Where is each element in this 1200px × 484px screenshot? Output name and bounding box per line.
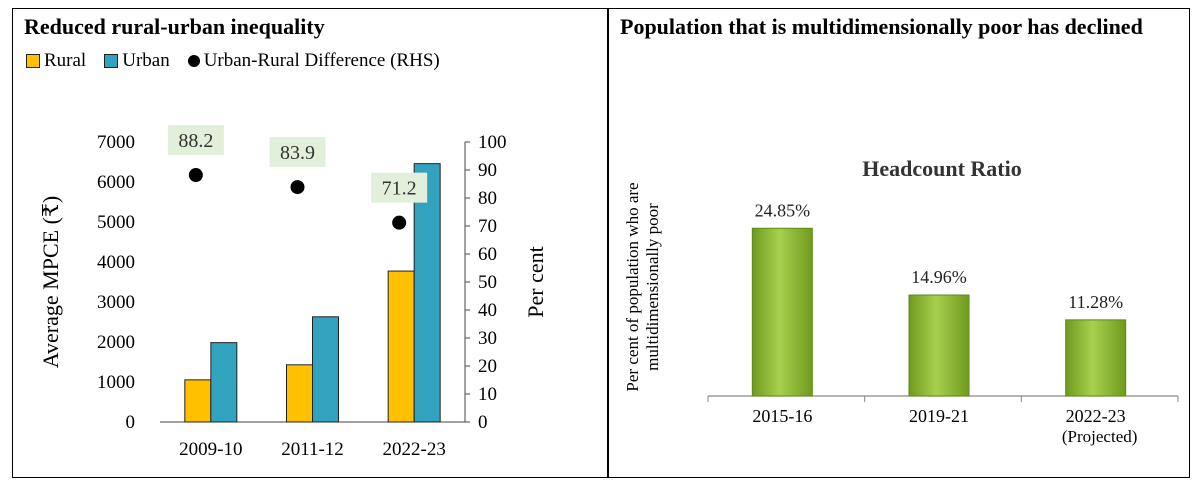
data-label: 71.2 bbox=[382, 178, 417, 200]
diff-marker bbox=[187, 55, 200, 67]
y2-tick-label: 100 bbox=[478, 132, 507, 153]
bar-headcount bbox=[908, 294, 970, 397]
mpce-chart: 0 1000 2000 3000 4000 5000 6000 7000 0 10 20 30 40 50… bbox=[38, 125, 548, 460]
y-axis-title-line-2: multidimensionally poor bbox=[643, 203, 662, 371]
chart-title: Headcount Ratio bbox=[862, 156, 1022, 181]
y2-tick-label: 80 bbox=[478, 188, 497, 209]
y2-tick-label: 50 bbox=[478, 272, 497, 293]
y-tick-label: 4000 bbox=[97, 252, 135, 273]
y-tick-label: 2000 bbox=[97, 332, 135, 353]
data-label: 83.9 bbox=[280, 142, 315, 164]
bar-headcount bbox=[1065, 319, 1127, 397]
data-label: 24.85% bbox=[755, 200, 811, 220]
legend-item-urban: Urban bbox=[104, 50, 170, 72]
bar-urban bbox=[413, 163, 441, 423]
bar-headcount bbox=[751, 227, 813, 397]
y-tick-label: 5000 bbox=[97, 212, 135, 233]
y2-tick-label: 0 bbox=[478, 412, 488, 433]
x-tick-label: 2009-10 bbox=[179, 439, 242, 460]
panel-divider bbox=[607, 8, 609, 478]
data-label: 88.2 bbox=[178, 130, 213, 152]
legend-label-urban: Urban bbox=[122, 50, 170, 71]
bar-rural bbox=[286, 364, 313, 423]
legend-label-diff: Urban-Rural Difference (RHS) bbox=[203, 50, 440, 71]
y2-axis-title: Per cent bbox=[523, 246, 548, 317]
y-tick-label: 7000 bbox=[97, 132, 135, 153]
legend-label-rural: Rural bbox=[44, 50, 87, 71]
y2-tick-label: 10 bbox=[478, 384, 497, 405]
x-tick-label: 2011-12 bbox=[281, 439, 344, 460]
y2-tick-label: 40 bbox=[478, 300, 497, 321]
legend-item-rural: Rural bbox=[26, 50, 86, 72]
x-tick-label: 2022-23 bbox=[1066, 406, 1126, 426]
data-label: 11.28% bbox=[1068, 292, 1123, 312]
y-axis-title-line-1: Per cent of population who are bbox=[623, 182, 642, 391]
rural-swatch bbox=[26, 54, 40, 68]
data-label-box bbox=[167, 125, 224, 156]
bar-urban bbox=[312, 316, 339, 423]
y2-tick-label: 30 bbox=[478, 328, 497, 349]
data-label-box bbox=[371, 172, 428, 203]
headcount-chart: Headcount Ratio Per cent of population wh… bbox=[623, 156, 1179, 446]
data-label-box bbox=[269, 137, 326, 168]
x-tick-label: 2022-23 bbox=[383, 439, 446, 460]
figure-frame bbox=[12, 8, 1190, 478]
y-tick-label: 1000 bbox=[97, 372, 135, 393]
diff-point bbox=[290, 180, 305, 195]
y2-tick-label: 90 bbox=[478, 160, 497, 181]
y2-tick-label: 60 bbox=[478, 244, 497, 265]
bar-urban bbox=[210, 342, 238, 423]
x-tick-label: 2019-21 bbox=[909, 406, 969, 426]
y2-tick-label: 20 bbox=[478, 356, 497, 377]
data-label: 14.96% bbox=[911, 267, 967, 287]
diff-point bbox=[188, 168, 203, 183]
bar-rural bbox=[387, 270, 415, 423]
diff-point bbox=[392, 215, 407, 230]
x-tick-sublabel: (Projected) bbox=[1062, 427, 1138, 446]
left-panel-title: Reduced rural-urban inequality bbox=[24, 14, 325, 39]
urban-swatch bbox=[104, 54, 119, 68]
right-panel-title: Population that is multidimensionally po… bbox=[620, 14, 1143, 39]
y-tick-label: 3000 bbox=[97, 292, 135, 313]
mpce-legend: Rural Urban Urban-Rural Difference (RHS) bbox=[26, 50, 450, 72]
y-tick-label: 6000 bbox=[97, 172, 135, 193]
x-tick-label: 2015-16 bbox=[752, 406, 812, 426]
bar-rural bbox=[184, 379, 212, 423]
legend-item-diff: Urban-Rural Difference (RHS) bbox=[187, 50, 440, 72]
y2-tick-label: 70 bbox=[478, 216, 497, 237]
y-tick-label: 0 bbox=[126, 412, 136, 433]
y-axis-title: Average MPCE (₹) bbox=[38, 196, 63, 368]
